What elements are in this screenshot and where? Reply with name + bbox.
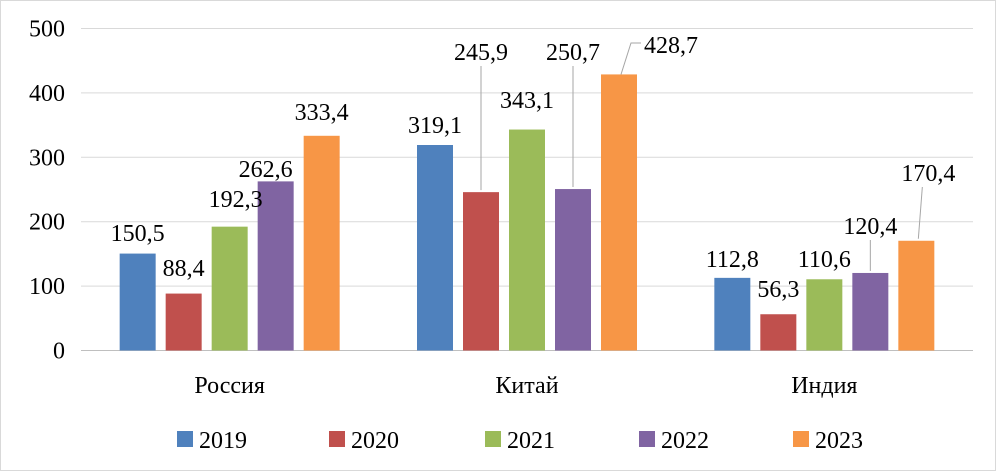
bars [119,74,935,351]
data-label: 150,5 [111,221,165,247]
bar [303,135,340,351]
bar [852,272,889,351]
leader-lines [480,42,923,271]
bar [463,192,499,351]
data-label: 56,3 [757,277,799,303]
leader-line [620,42,641,75]
y-tick-label: 0 [53,339,65,365]
legend-swatch [639,431,655,447]
category-label: Индия [791,373,857,399]
y-axis-ticks: 0 100 200 300 400 500 [29,17,65,365]
y-tick-label: 300 [29,145,65,171]
bar [898,240,935,351]
data-label: 120,4 [843,214,897,240]
data-labels: 150,5 88,4 192,3 262,6 333,4 319,1 245,9 343,1 2… [111,33,956,303]
legend-label: 2020 [351,428,399,454]
y-tick-label: 100 [29,274,65,300]
data-label: 110,6 [798,247,851,273]
bar [601,74,637,351]
data-label: 333,4 [295,100,349,126]
legend-label: 2019 [199,428,247,454]
legend-swatch [793,431,809,447]
data-label: 250,7 [546,40,600,66]
legend-swatch [177,431,193,447]
bar [119,253,156,351]
legend-label: 2023 [815,428,863,454]
bar [760,314,797,351]
data-label: 262,6 [239,157,293,183]
legend-swatch [329,431,345,447]
y-tick-label: 200 [29,210,65,236]
bar [211,226,248,351]
data-label: 192,3 [209,187,263,213]
category-labels: Россия Китай Индия [194,373,857,399]
data-label: 319,1 [408,113,462,139]
data-label: 88,4 [163,256,205,282]
bar [165,293,202,351]
data-label: 112,8 [706,247,759,273]
data-label: 170,4 [901,161,955,187]
bar [509,129,545,351]
legend-label: 2022 [661,428,709,454]
bar [714,277,751,351]
bar [417,144,453,351]
bar [555,189,591,351]
legend-swatch [485,431,501,447]
bar [806,279,843,351]
y-tick-label: 500 [29,17,65,43]
data-label: 343,1 [500,88,554,114]
data-label: 245,9 [454,40,508,66]
legend: 2019 2020 2021 2022 2023 [177,428,863,454]
category-label: Россия [194,373,265,399]
leader-line [917,186,923,239]
bar [257,181,294,351]
y-tick-label: 400 [29,81,65,107]
data-label: 428,7 [644,33,698,59]
legend-label: 2021 [507,428,555,454]
category-label: Китай [495,373,558,399]
